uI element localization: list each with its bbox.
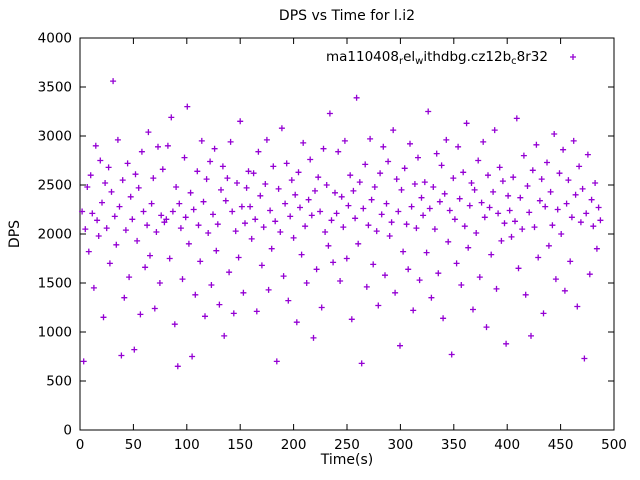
x-axis-label: Time(s) bbox=[320, 452, 374, 468]
y-tick-label: 3000 bbox=[38, 129, 72, 145]
y-tick-label: 2000 bbox=[38, 227, 72, 243]
data-points bbox=[79, 78, 604, 370]
x-tick-label: 200 bbox=[281, 437, 307, 453]
y-tick-label: 500 bbox=[46, 374, 72, 390]
plot-border bbox=[79, 37, 615, 431]
x-tick-label: 250 bbox=[334, 437, 360, 453]
x-tick-label: 400 bbox=[494, 437, 520, 453]
x-tick-label: 500 bbox=[601, 437, 627, 453]
y-axis-ticks: 0 500 1000 1500 2000 2500 3000 3500 4000 bbox=[38, 31, 614, 439]
legend-label: ma110408relwithdbg.cz12bc8r32 bbox=[326, 49, 548, 67]
y-tick-label: 2500 bbox=[38, 178, 72, 194]
x-tick-label: 150 bbox=[227, 437, 253, 453]
y-tick-label: 1000 bbox=[38, 325, 72, 341]
legend-marker-icon bbox=[570, 54, 576, 60]
x-tick-label: 450 bbox=[548, 437, 574, 453]
x-tick-label: 300 bbox=[388, 437, 414, 453]
legend: ma110408relwithdbg.cz12bc8r32 bbox=[326, 49, 576, 67]
y-tick-label: 0 bbox=[63, 423, 72, 439]
x-tick-label: 0 bbox=[76, 437, 85, 453]
x-tick-label: 50 bbox=[125, 437, 142, 453]
x-tick-label: 100 bbox=[174, 437, 200, 453]
y-tick-label: 1500 bbox=[38, 276, 72, 292]
y-tick-label: 4000 bbox=[38, 31, 72, 47]
x-tick-label: 350 bbox=[441, 437, 467, 453]
chart-title: DPS vs Time for l.i2 bbox=[278, 8, 416, 24]
x-axis-ticks: 0 50 100 150 200 250 300 350 400 450 500 bbox=[76, 38, 627, 453]
y-tick-label: 3500 bbox=[38, 80, 72, 96]
